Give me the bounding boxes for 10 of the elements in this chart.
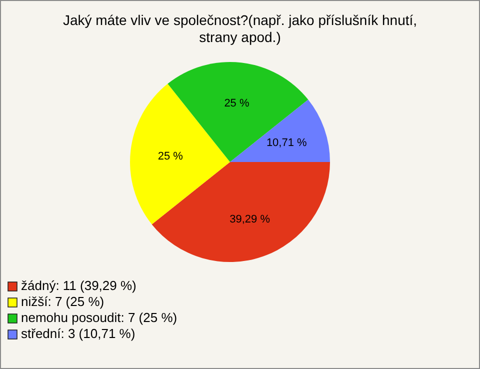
pie-slice: [152, 162, 330, 262]
legend-label: střední: 3 (10,71 %): [21, 326, 136, 341]
legend-label: nižší: 7 (25 %): [21, 294, 104, 309]
legend-label: žádný: 11 (39,29 %): [21, 278, 136, 293]
data-label: 25 %: [224, 97, 250, 110]
data-label: 25 %: [158, 150, 184, 162]
data-label: 10,71 %: [266, 137, 308, 150]
legend-label: nemohu posoudit: 7 (25 %): [21, 310, 178, 325]
data-label: 39,29 %: [230, 214, 270, 226]
chart-title: Jaký máte vliv ve společnost?(např. jako příslušník hnutí, strany apod.): [62, 12, 418, 45]
